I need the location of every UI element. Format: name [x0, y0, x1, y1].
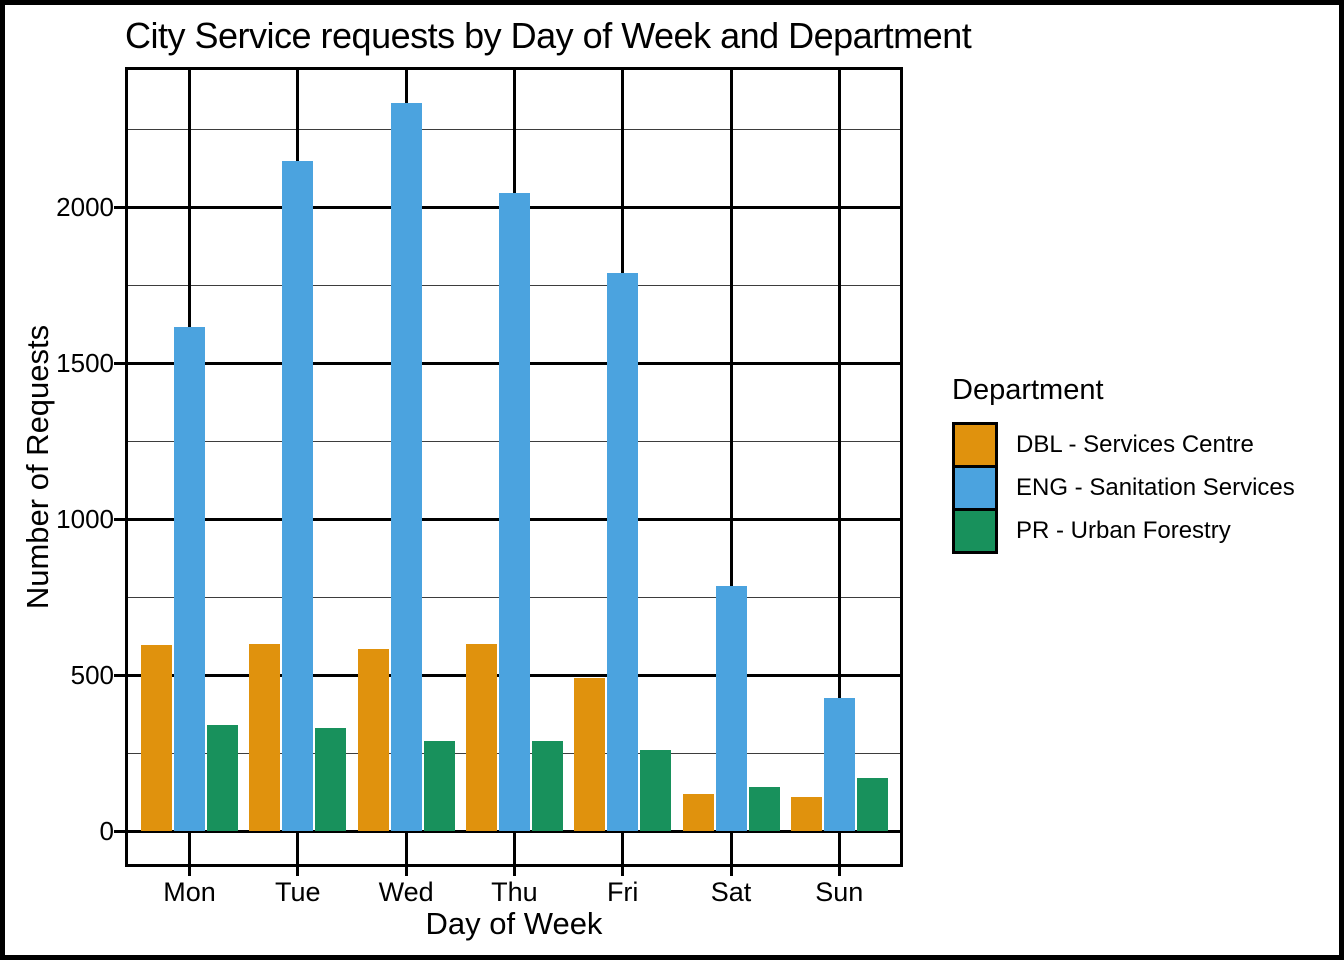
x-tick-label: Tue: [275, 877, 321, 907]
y-tick-label: 1000: [56, 504, 114, 535]
y-tick: [114, 673, 125, 677]
y-tick: [114, 829, 125, 833]
legend-label: DBL - Services Centre: [1016, 431, 1254, 458]
chart-title: City Service requests by Day of Week and…: [125, 15, 972, 56]
legend-swatch: [952, 422, 998, 468]
legend-swatch: [952, 508, 998, 554]
x-tick-label: Sat: [710, 877, 752, 907]
bar-sun-1: [823, 698, 855, 831]
x-tick-label: Sun: [815, 877, 864, 907]
x-tick: [837, 867, 841, 876]
bar-mon-2: [207, 724, 238, 831]
y-tick: [114, 205, 125, 209]
bar-tue-1: [282, 160, 314, 831]
x-axis-title: Day of Week: [425, 906, 603, 941]
bar-wed-2: [423, 740, 455, 831]
legend-swatch: [952, 465, 998, 511]
bar-wed-1: [390, 102, 422, 831]
category-gridline: [729, 67, 733, 867]
x-tick-label: Wed: [378, 877, 434, 907]
legend: Department DBL - Services Centre ENG - Sa…: [952, 374, 1295, 554]
bar-fri-1: [607, 272, 639, 831]
x-tick-label: Fri: [606, 877, 639, 907]
bar-wed-0: [357, 648, 389, 831]
x-tick: [404, 867, 408, 876]
legend-items: DBL - Services Centre ENG - Sanitation Se…: [952, 422, 1295, 554]
legend-item: DBL - Services Centre: [952, 422, 1295, 468]
x-tick: [621, 867, 625, 876]
bar-tue-2: [315, 728, 347, 831]
x-tick: [296, 867, 300, 876]
y-tick-label: 500: [70, 660, 114, 691]
legend-label: ENG - Sanitation Services: [1016, 474, 1295, 501]
x-tick: [188, 867, 191, 876]
y-tick-label: 0: [99, 816, 114, 846]
bar-mon-0: [141, 645, 172, 831]
y-tick-label: 2000: [56, 192, 114, 223]
bar-thu-1: [498, 193, 530, 831]
category-gridline: [837, 67, 841, 867]
bar-sat-1: [715, 586, 747, 831]
x-tick-label: Mon: [163, 877, 216, 907]
legend-title: Department: [952, 374, 1104, 406]
bar-sun-2: [856, 777, 888, 831]
bar-fri-0: [574, 678, 606, 831]
legend-item: PR - Urban Forestry: [952, 508, 1295, 554]
y-tick: [114, 361, 125, 365]
x-tick-label: Thu: [491, 877, 538, 907]
y-tick-label: 1500: [56, 348, 114, 379]
legend-item: ENG - Sanitation Services: [952, 465, 1295, 511]
x-tick: [729, 867, 733, 876]
x-tick: [512, 867, 516, 876]
y-tick: [114, 517, 125, 521]
legend-label: PR - Urban Forestry: [1016, 517, 1231, 544]
bar-sat-0: [682, 793, 714, 831]
bar-thu-2: [531, 740, 563, 831]
bar-tue-0: [249, 643, 281, 831]
bar-thu-0: [465, 643, 497, 831]
bar-sat-2: [748, 787, 780, 831]
bar-mon-1: [174, 327, 205, 831]
bar-sun-0: [790, 796, 822, 831]
bar-fri-2: [640, 749, 672, 831]
